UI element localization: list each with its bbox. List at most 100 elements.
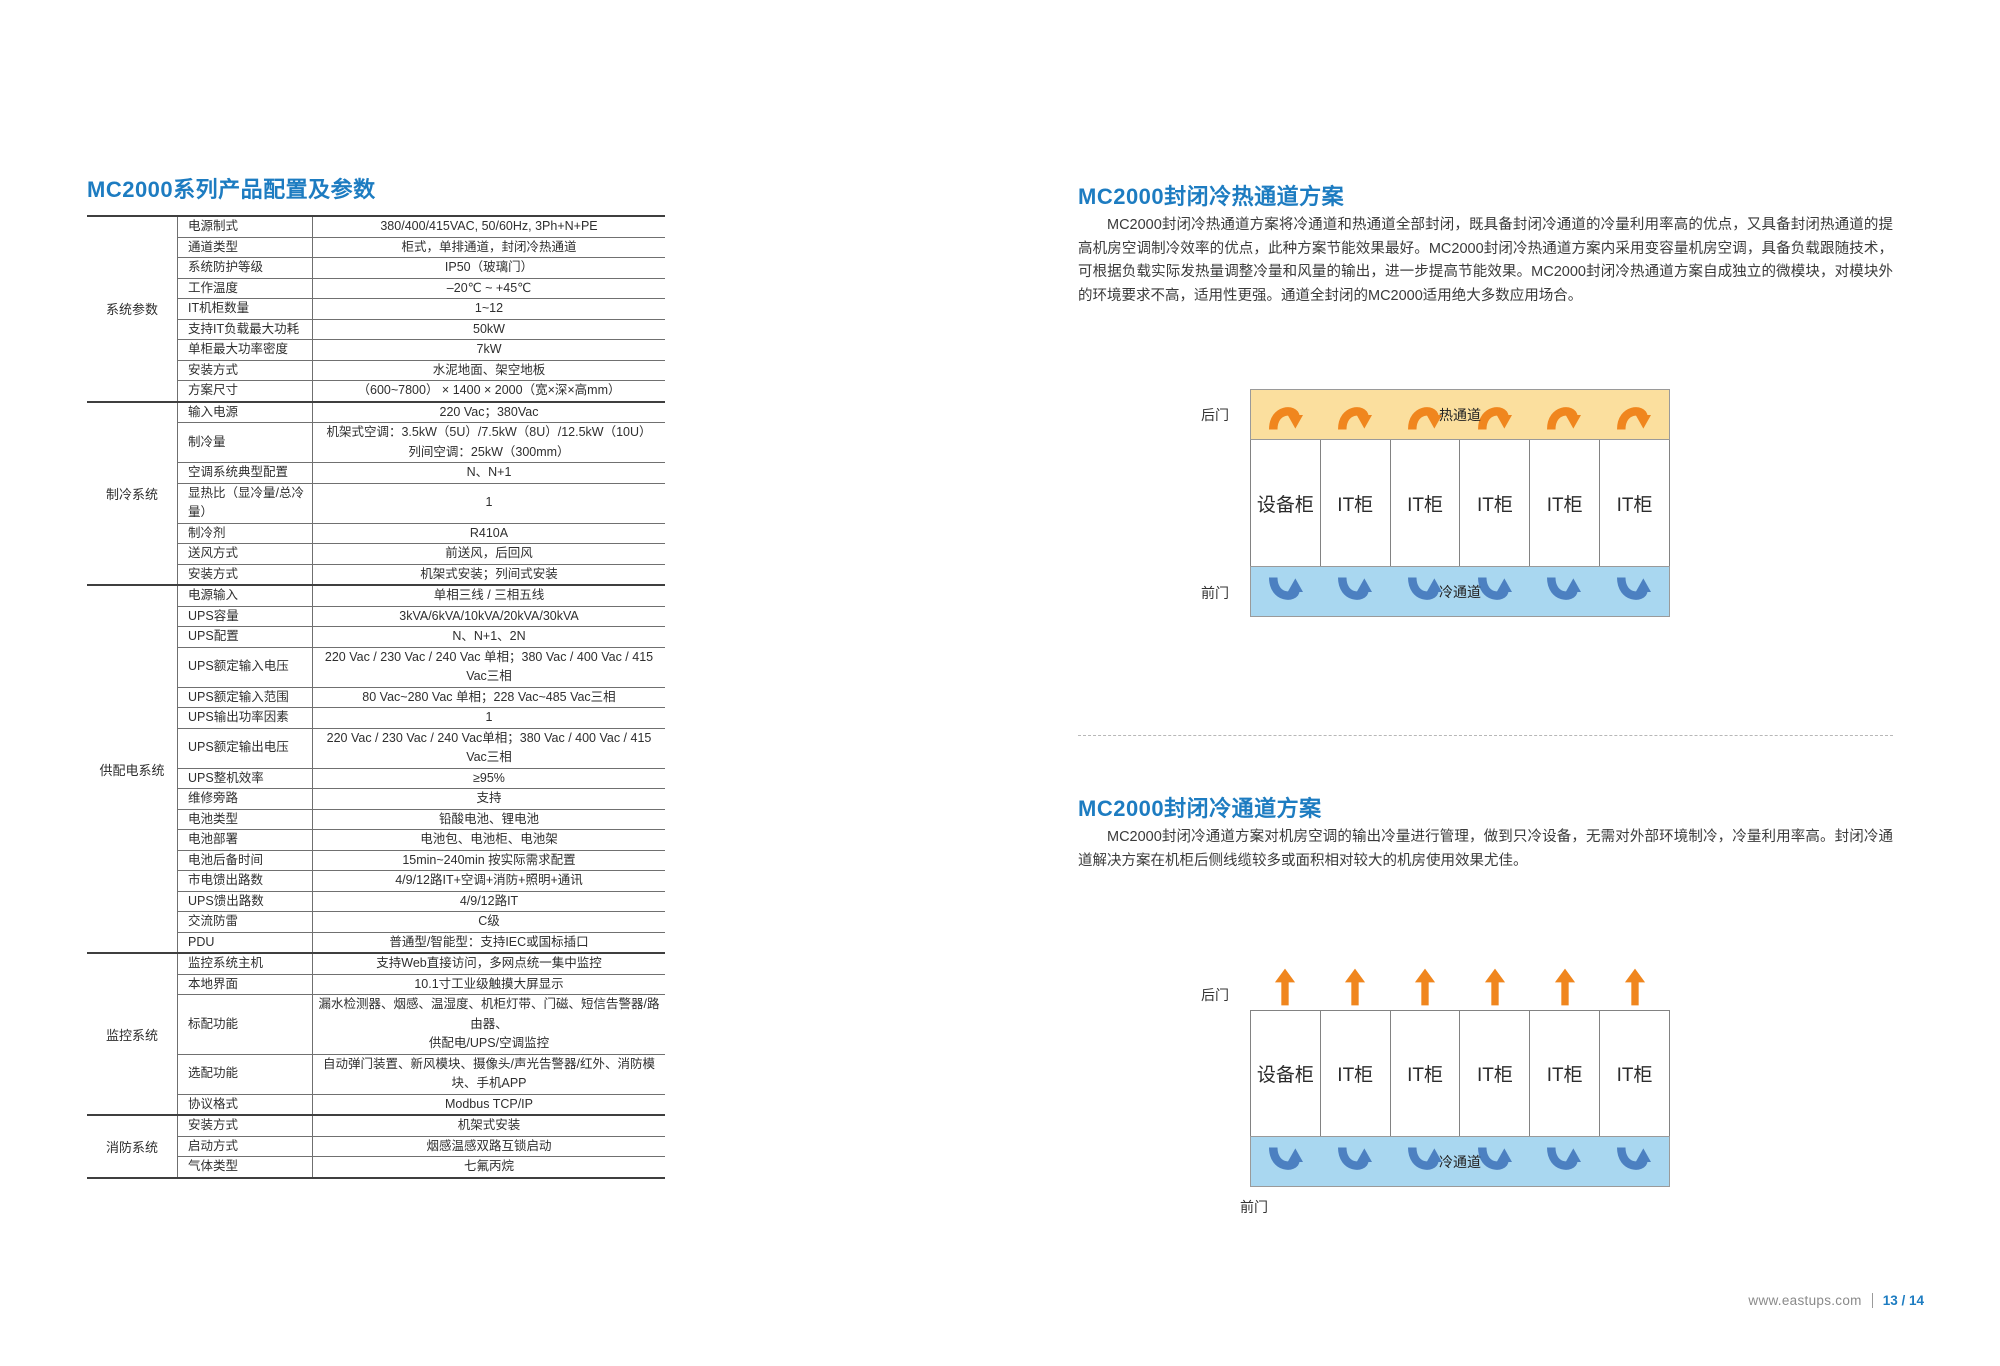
table-row: 制冷量 机架式空调：3.5kW（5U）/7.5kW（8U）/12.5kW（10U… [178, 422, 665, 462]
table-row: UPS容量 3kVA/6kVA/10kVA/20kVA/30kVA [178, 605, 665, 626]
up-arrow-icon [1484, 967, 1506, 1007]
spec-row-label: 协议格式 [178, 1094, 313, 1114]
spec-row-value: –20℃ ~ +45℃ [446, 280, 532, 295]
spec-row-label: 工作温度 [178, 278, 313, 298]
table-row: 协议格式 Modbus TCP/IP [178, 1093, 665, 1114]
front-door-label: 前门 [1201, 585, 1229, 601]
table-row: 输入电源 220 Vac；380Vac [178, 402, 665, 422]
spec-row-value: 1 [485, 495, 493, 510]
up-arrow-icon [1274, 967, 1296, 1007]
table-row: 制冷剂 R410A [178, 522, 665, 543]
cabinet-cell: 设备柜 [1251, 1011, 1321, 1136]
spec-row-value: ≥95% [473, 770, 505, 785]
hot-aisle-label: 热通道 [1439, 406, 1481, 423]
spec-table-group: 系统参数 电源制式 380/400/415VAC, 50/60Hz, 3Ph+N… [87, 215, 665, 401]
spec-row-label: 安装方式 [178, 360, 313, 380]
spec-row-value: N、N+1 [466, 465, 512, 479]
table-row: PDU 普通型/智能型：支持IEC或国标插口 [178, 931, 665, 952]
table-row: 系统防护等级 IP50（玻璃门） [178, 257, 665, 278]
spec-row-value: 机架式空调：3.5kW（5U）/7.5kW（8U）/12.5kW（10U） 列间… [326, 425, 652, 459]
spec-row-value: 机架式安装 [457, 1118, 521, 1132]
up-arrow-icon [1414, 967, 1436, 1007]
spec-row-value: 7kW [476, 342, 502, 356]
spec-row-label: 选配功能 [178, 1054, 313, 1094]
spec-row-label: 电源输入 [178, 586, 313, 606]
table-row: 市电馈出路数 4/9/12路IT+空调+消防+照明+通讯 [178, 870, 665, 891]
spec-group-name-label: 系统参数 [105, 302, 158, 318]
spec-row-label: 方案尺寸 [178, 381, 313, 401]
spec-row-value: 机架式安装；列间式安装 [420, 566, 558, 581]
spec-row-value: 220 Vac / 230 Vac / 240 Vac 单相；380 Vac /… [324, 649, 654, 684]
spec-row-value: 前送风，后回风 [445, 546, 533, 560]
table-row: 电池后备时间 15min~240min 按实际需求配置 [178, 849, 665, 870]
page-footer: www.eastups.com 13 / 14 [1748, 1293, 1924, 1308]
table-row: 气体类型 七氟丙烷 [178, 1156, 665, 1177]
spec-row-value: 电池包、电池柜、电池架 [420, 832, 558, 846]
spec-table-group: 供配电系统 电源输入 单相三线 / 三相五线 UPS容量 3kVA/6kVA/1… [87, 584, 665, 952]
spec-table-group: 制冷系统 输入电源 220 Vac；380Vac 制冷量 机架式空调：3.5kW… [87, 400, 665, 584]
cold-section-paragraph: MC2000封闭冷通道方案对机房空调的输出冷量进行管理，做到只冷设备，无需对外部… [1078, 829, 1893, 869]
table-row: UPS额定输出电压 220 Vac / 230 Vac / 240 Vac单相；… [178, 727, 665, 768]
spec-row-label: 电源制式 [178, 217, 313, 237]
spec-row-label: 支持IT负载最大功耗 [178, 319, 313, 339]
cold-aisle-band: 冷通道 [1250, 566, 1670, 617]
table-row: UPS额定输入范围 80 Vac~280 Vac 单相；228 Vac~485 … [178, 686, 665, 707]
spec-row-label: 气体类型 [178, 1157, 313, 1177]
cold-aisle-label: 冷通道 [1439, 1153, 1481, 1170]
spec-row-label: 交流防雷 [178, 912, 313, 932]
spec-row-value: 220 Vac / 230 Vac / 240 Vac单相；380 Vac / … [326, 730, 652, 765]
spec-row-value: 漏水检测器、烟感、温湿度、机柜灯带、门磁、短信告警器/路由器、 供配电/UPS/… [318, 997, 660, 1050]
spec-row-label: UPS输出功率因素 [178, 708, 313, 728]
table-row: UPS整机效率 ≥95% [178, 767, 665, 788]
exhaust-arrow-row [1250, 963, 1670, 1007]
spec-row-label: 安装方式 [178, 564, 313, 584]
spec-row-value: 普通型/智能型：支持IEC或国标插口 [389, 934, 589, 949]
spec-row-value: 10.1寸工业级触摸大屏显示 [414, 976, 564, 991]
spec-row-value: 水泥地面、架空地板 [432, 362, 546, 377]
hot-airflow-arrow-icon [1267, 398, 1305, 432]
cabinet-cell: IT柜 [1530, 440, 1601, 566]
table-row: 送风方式 前送风，后回风 [178, 543, 665, 564]
spec-row-label: 监控系统主机 [178, 954, 313, 974]
spec-row-label: 本地界面 [178, 974, 313, 994]
hot-cold-section-title: MC2000封闭冷热通道方案 [1078, 184, 1345, 209]
spec-row-value: C级 [478, 914, 500, 928]
cold-airflow-arrow-icon [1615, 575, 1653, 609]
spec-row-label: 制冷量 [178, 423, 313, 462]
spec-group-name-label: 消防系统 [105, 1139, 158, 1155]
cold-airflow-arrow-icon [1476, 1145, 1514, 1179]
table-row: 电源输入 单相三线 / 三相五线 [178, 586, 665, 606]
website-link[interactable]: www.eastups.com [1748, 1293, 1862, 1308]
spec-row-value: 4/9/12路IT [459, 893, 519, 908]
up-arrow-icon [1554, 967, 1576, 1007]
spec-row-label: UPS整机效率 [178, 768, 313, 788]
spec-row-value: 支持Web直接访问，多网点统一集中监控 [376, 956, 602, 970]
back-door-label: 后门 [1201, 407, 1229, 423]
hot-cold-section-paragraph: MC2000封闭冷热通道方案将冷通道和热通道全部封闭，既具备封闭冷通道的冷量利用… [1078, 217, 1893, 304]
cabinet-row: 设备柜 IT柜 IT柜 IT柜 IT柜 IT柜 [1250, 440, 1670, 566]
cabinet-row: 设备柜 IT柜 IT柜 IT柜 IT柜 IT柜 [1250, 1010, 1670, 1136]
spec-table-group: 监控系统 监控系统主机 支持Web直接访问，多网点统一集中监控 本地界面 10.… [87, 952, 665, 1114]
table-row: UPS额定输入电压 220 Vac / 230 Vac / 240 Vac 单相… [178, 646, 665, 687]
section-divider [1078, 735, 1893, 736]
table-row: 通道类型 柜式，单排通道，封闭冷热通道 [178, 236, 665, 257]
cabinet-cell: 设备柜 [1251, 440, 1321, 566]
spec-row-label: 维修旁路 [178, 789, 313, 809]
table-row: 单柜最大功率密度 7kW [178, 339, 665, 360]
spec-row-value: IP50（玻璃门） [444, 260, 534, 274]
spec-row-label: UPS配置 [178, 627, 313, 647]
spec-row-value: 七氟丙烷 [463, 1159, 514, 1173]
hot-airflow-arrow-icon [1336, 398, 1374, 432]
spec-group-name: 消防系统 [87, 1116, 178, 1177]
spec-group-name: 监控系统 [87, 954, 178, 1114]
table-row: 安装方式 机架式安装；列间式安装 [178, 563, 665, 584]
spec-row-label: IT机柜数量 [178, 299, 313, 319]
spec-group-name-label: 监控系统 [105, 1027, 158, 1043]
table-row: 电池部署 电池包、电池柜、电池架 [178, 829, 665, 850]
spec-row-label: UPS额定输入范围 [178, 687, 313, 707]
footer-divider [1871, 1293, 1873, 1308]
table-row: 启动方式 烟感温感双路互锁启动 [178, 1135, 665, 1156]
spec-row-value: 铅酸电池、锂电池 [438, 811, 539, 826]
spec-group-name: 供配电系统 [87, 586, 178, 952]
